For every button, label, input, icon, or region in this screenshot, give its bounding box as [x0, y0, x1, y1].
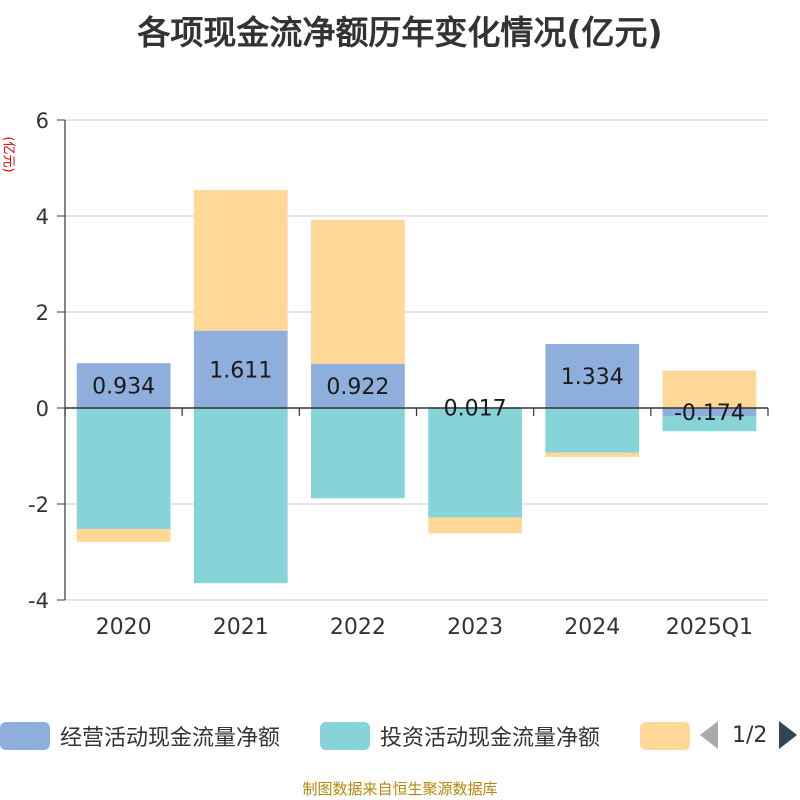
bar-other: [662, 370, 757, 408]
legend-swatch-third: [640, 722, 690, 750]
y-tick-label: -2: [28, 493, 49, 517]
legend-item-investing[interactable]: 投资活动现金流量净额: [320, 716, 600, 756]
data-label: 0.017: [444, 397, 507, 422]
bar-other: [428, 517, 522, 534]
legend-page-indicator: 1/2: [732, 722, 768, 748]
bar-operating: [311, 363, 405, 408]
source-footer: 制图数据来自恒生聚源数据库: [302, 780, 498, 798]
bar-investing: [545, 408, 640, 453]
legend-item-operating[interactable]: 经营活动现金流量净额: [0, 716, 280, 756]
y-tick-label: 2: [36, 301, 49, 325]
x-tick-label: 2025Q1: [666, 615, 753, 640]
legend-prev-icon[interactable]: [700, 721, 718, 749]
data-label: 1.334: [561, 365, 624, 390]
bar-investing: [662, 416, 757, 432]
x-tick-label: 2024: [564, 615, 620, 640]
legend-swatch-investing: [320, 722, 370, 750]
bar-other: [193, 190, 288, 331]
bar-other: [76, 528, 171, 542]
x-tick-label: 2022: [330, 615, 386, 640]
legend-label-investing: 投资活动现金流量净额: [380, 726, 601, 751]
chart-title: 各项现金流净额历年变化情况(亿元): [137, 13, 663, 52]
y-tick-label: -4: [28, 589, 49, 613]
x-tick-label: 2023: [447, 615, 503, 640]
y-tick-label: 6: [36, 109, 49, 133]
bar-investing: [428, 408, 522, 518]
legend: 经营活动现金流量净额 投资活动现金流量净额: [0, 716, 800, 756]
bar-investing: [193, 408, 288, 584]
bar-operating: [193, 330, 288, 408]
y-tick-label: 4: [36, 205, 49, 229]
data-label: 0.922: [326, 375, 389, 400]
data-label: -0.174: [674, 401, 745, 426]
legend-item-third[interactable]: [640, 716, 700, 756]
bar-investing: [76, 408, 171, 529]
bar-operating: [662, 408, 757, 417]
bar-other: [311, 219, 405, 364]
legend-swatch-operating: [0, 722, 50, 750]
data-label: 1.611: [209, 358, 272, 383]
bar-other: [545, 452, 640, 457]
legend-pager: 1/2: [700, 718, 798, 752]
legend-next-icon[interactable]: [779, 721, 798, 749]
data-label: 0.934: [92, 375, 155, 400]
legend-label-operating: 经营活动现金流量净额: [60, 726, 281, 751]
bar-operating: [545, 343, 640, 408]
bar-chart: -4 -2 0 2 4 6 0.934 1.611 0.922 0.017 1.334 -0.174 2…: [28, 109, 769, 640]
bar-operating: [76, 363, 171, 408]
y-tick-label: 0: [36, 397, 49, 421]
x-tick-label: 2021: [213, 615, 269, 640]
bar-investing: [311, 408, 405, 499]
x-tick-label: 2020: [96, 615, 152, 640]
